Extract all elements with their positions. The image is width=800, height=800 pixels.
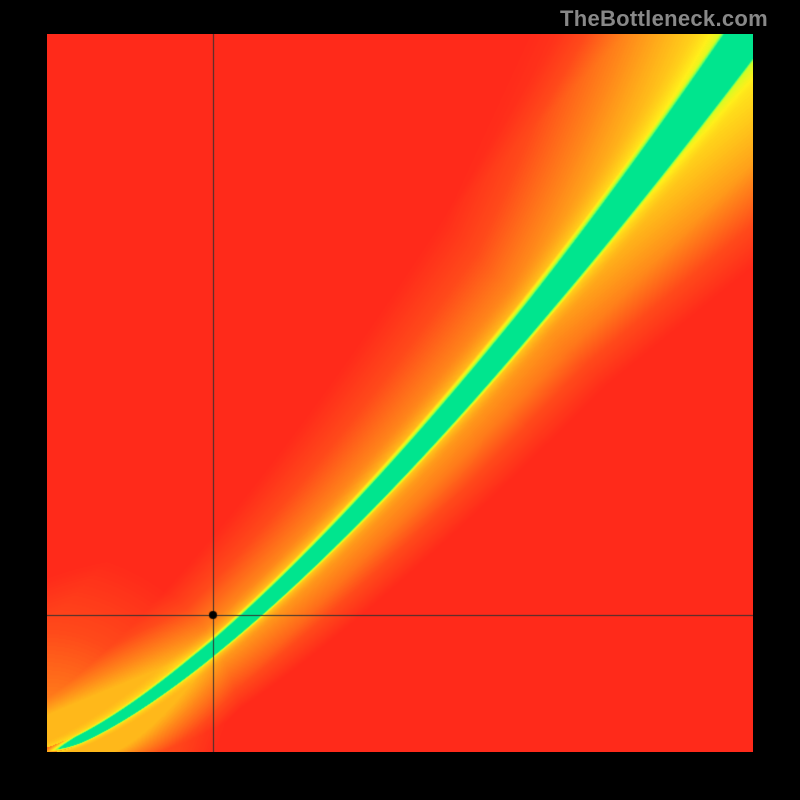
- heatmap-canvas: [47, 34, 753, 752]
- watermark-text: TheBottleneck.com: [560, 6, 768, 32]
- chart-container: TheBottleneck.com: [0, 0, 800, 800]
- heatmap-plot: [47, 34, 753, 752]
